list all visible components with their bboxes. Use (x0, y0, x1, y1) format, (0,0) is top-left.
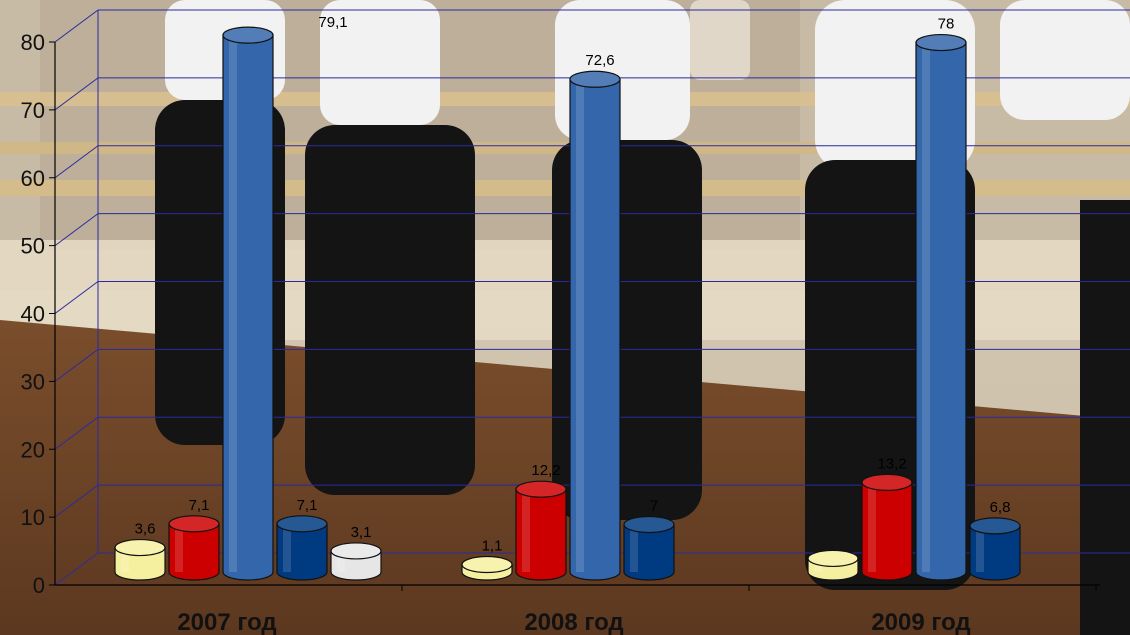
bar (969, 517, 1021, 581)
x-axis: 2007 год 2008 год 2009 год (55, 584, 1100, 635)
grid-diagonal (54, 416, 99, 450)
data-label: 6,8 (990, 499, 1011, 516)
bar-highlight (868, 484, 876, 572)
bar-top (807, 549, 859, 568)
bar-top (915, 33, 967, 52)
grid-diagonal (54, 552, 99, 586)
bar-highlight (522, 491, 530, 572)
bar-highlight (976, 527, 984, 572)
data-label: 7,1 (189, 497, 210, 514)
bar (515, 480, 567, 581)
bar-top (168, 515, 220, 533)
data-label: 7,1 (297, 497, 318, 514)
bars (114, 26, 1021, 581)
y-tick-label: 20 (21, 437, 45, 462)
data-label: 3,1 (351, 524, 372, 541)
data-label: 7 (650, 497, 658, 514)
bar-top (969, 517, 1021, 535)
bar-highlight (922, 44, 930, 572)
bar-highlight (175, 525, 183, 572)
y-tick-label: 50 (21, 234, 45, 259)
grid-diagonal (54, 9, 99, 43)
y-tick-label: 70 (21, 98, 45, 123)
bar (807, 549, 859, 581)
bar-highlight (283, 525, 291, 572)
data-label: 79,1 (318, 14, 347, 31)
bar (222, 26, 274, 581)
bar-top (222, 26, 274, 44)
bar (276, 515, 328, 581)
y-tick-label: 30 (21, 369, 45, 394)
bar (114, 538, 166, 581)
grid-diagonal (54, 77, 99, 111)
bar (168, 515, 220, 581)
y-tick-label: 10 (21, 505, 45, 530)
y-tick-label: 0 (33, 573, 45, 598)
bar-top (861, 473, 913, 492)
data-label: 13,2 (877, 455, 906, 472)
bar-highlight (121, 549, 129, 572)
y-axis: 0 10 20 30 40 50 60 70 80 (21, 30, 56, 598)
bar-top (276, 515, 328, 533)
bar-top (569, 70, 621, 88)
bar-top (330, 542, 382, 560)
bar (915, 33, 967, 581)
grid-diagonal (54, 213, 99, 247)
bar-top (461, 555, 513, 574)
bar-top (515, 480, 567, 498)
bar-highlight (337, 552, 345, 572)
data-label: 3,6 (135, 521, 156, 538)
y-tick-label: 80 (21, 30, 45, 55)
data-label: 78 (938, 16, 955, 33)
bar (623, 515, 675, 581)
grid-diagonal (54, 348, 99, 382)
x-tick-label: 2007 год (177, 609, 276, 635)
data-label: 12,2 (531, 462, 560, 479)
grid-diagonal (54, 281, 99, 314)
bar (461, 555, 513, 581)
x-tick-label: 2009 год (871, 609, 970, 635)
bar (330, 542, 382, 581)
data-label: 72,6 (585, 52, 614, 69)
bar-highlight (630, 526, 638, 572)
y-tick-label: 60 (21, 166, 45, 191)
bar (569, 70, 621, 581)
bar-top (623, 515, 675, 534)
grid-diagonal (54, 145, 99, 179)
bar-highlight (814, 560, 822, 572)
bar-highlight (229, 37, 237, 572)
bar-highlight (576, 81, 584, 572)
bar (861, 473, 913, 581)
bar-top (114, 538, 166, 557)
y-tick-label: 40 (21, 302, 45, 327)
data-labels: 3,6 7,1 79,1 7,1 3,1 1,1 12,2 72,6 7 13,2 78 6,8 (135, 14, 1011, 554)
grid-diagonal (54, 484, 99, 518)
data-label: 1,1 (482, 538, 503, 555)
x-tick-label: 2008 год (524, 609, 623, 635)
